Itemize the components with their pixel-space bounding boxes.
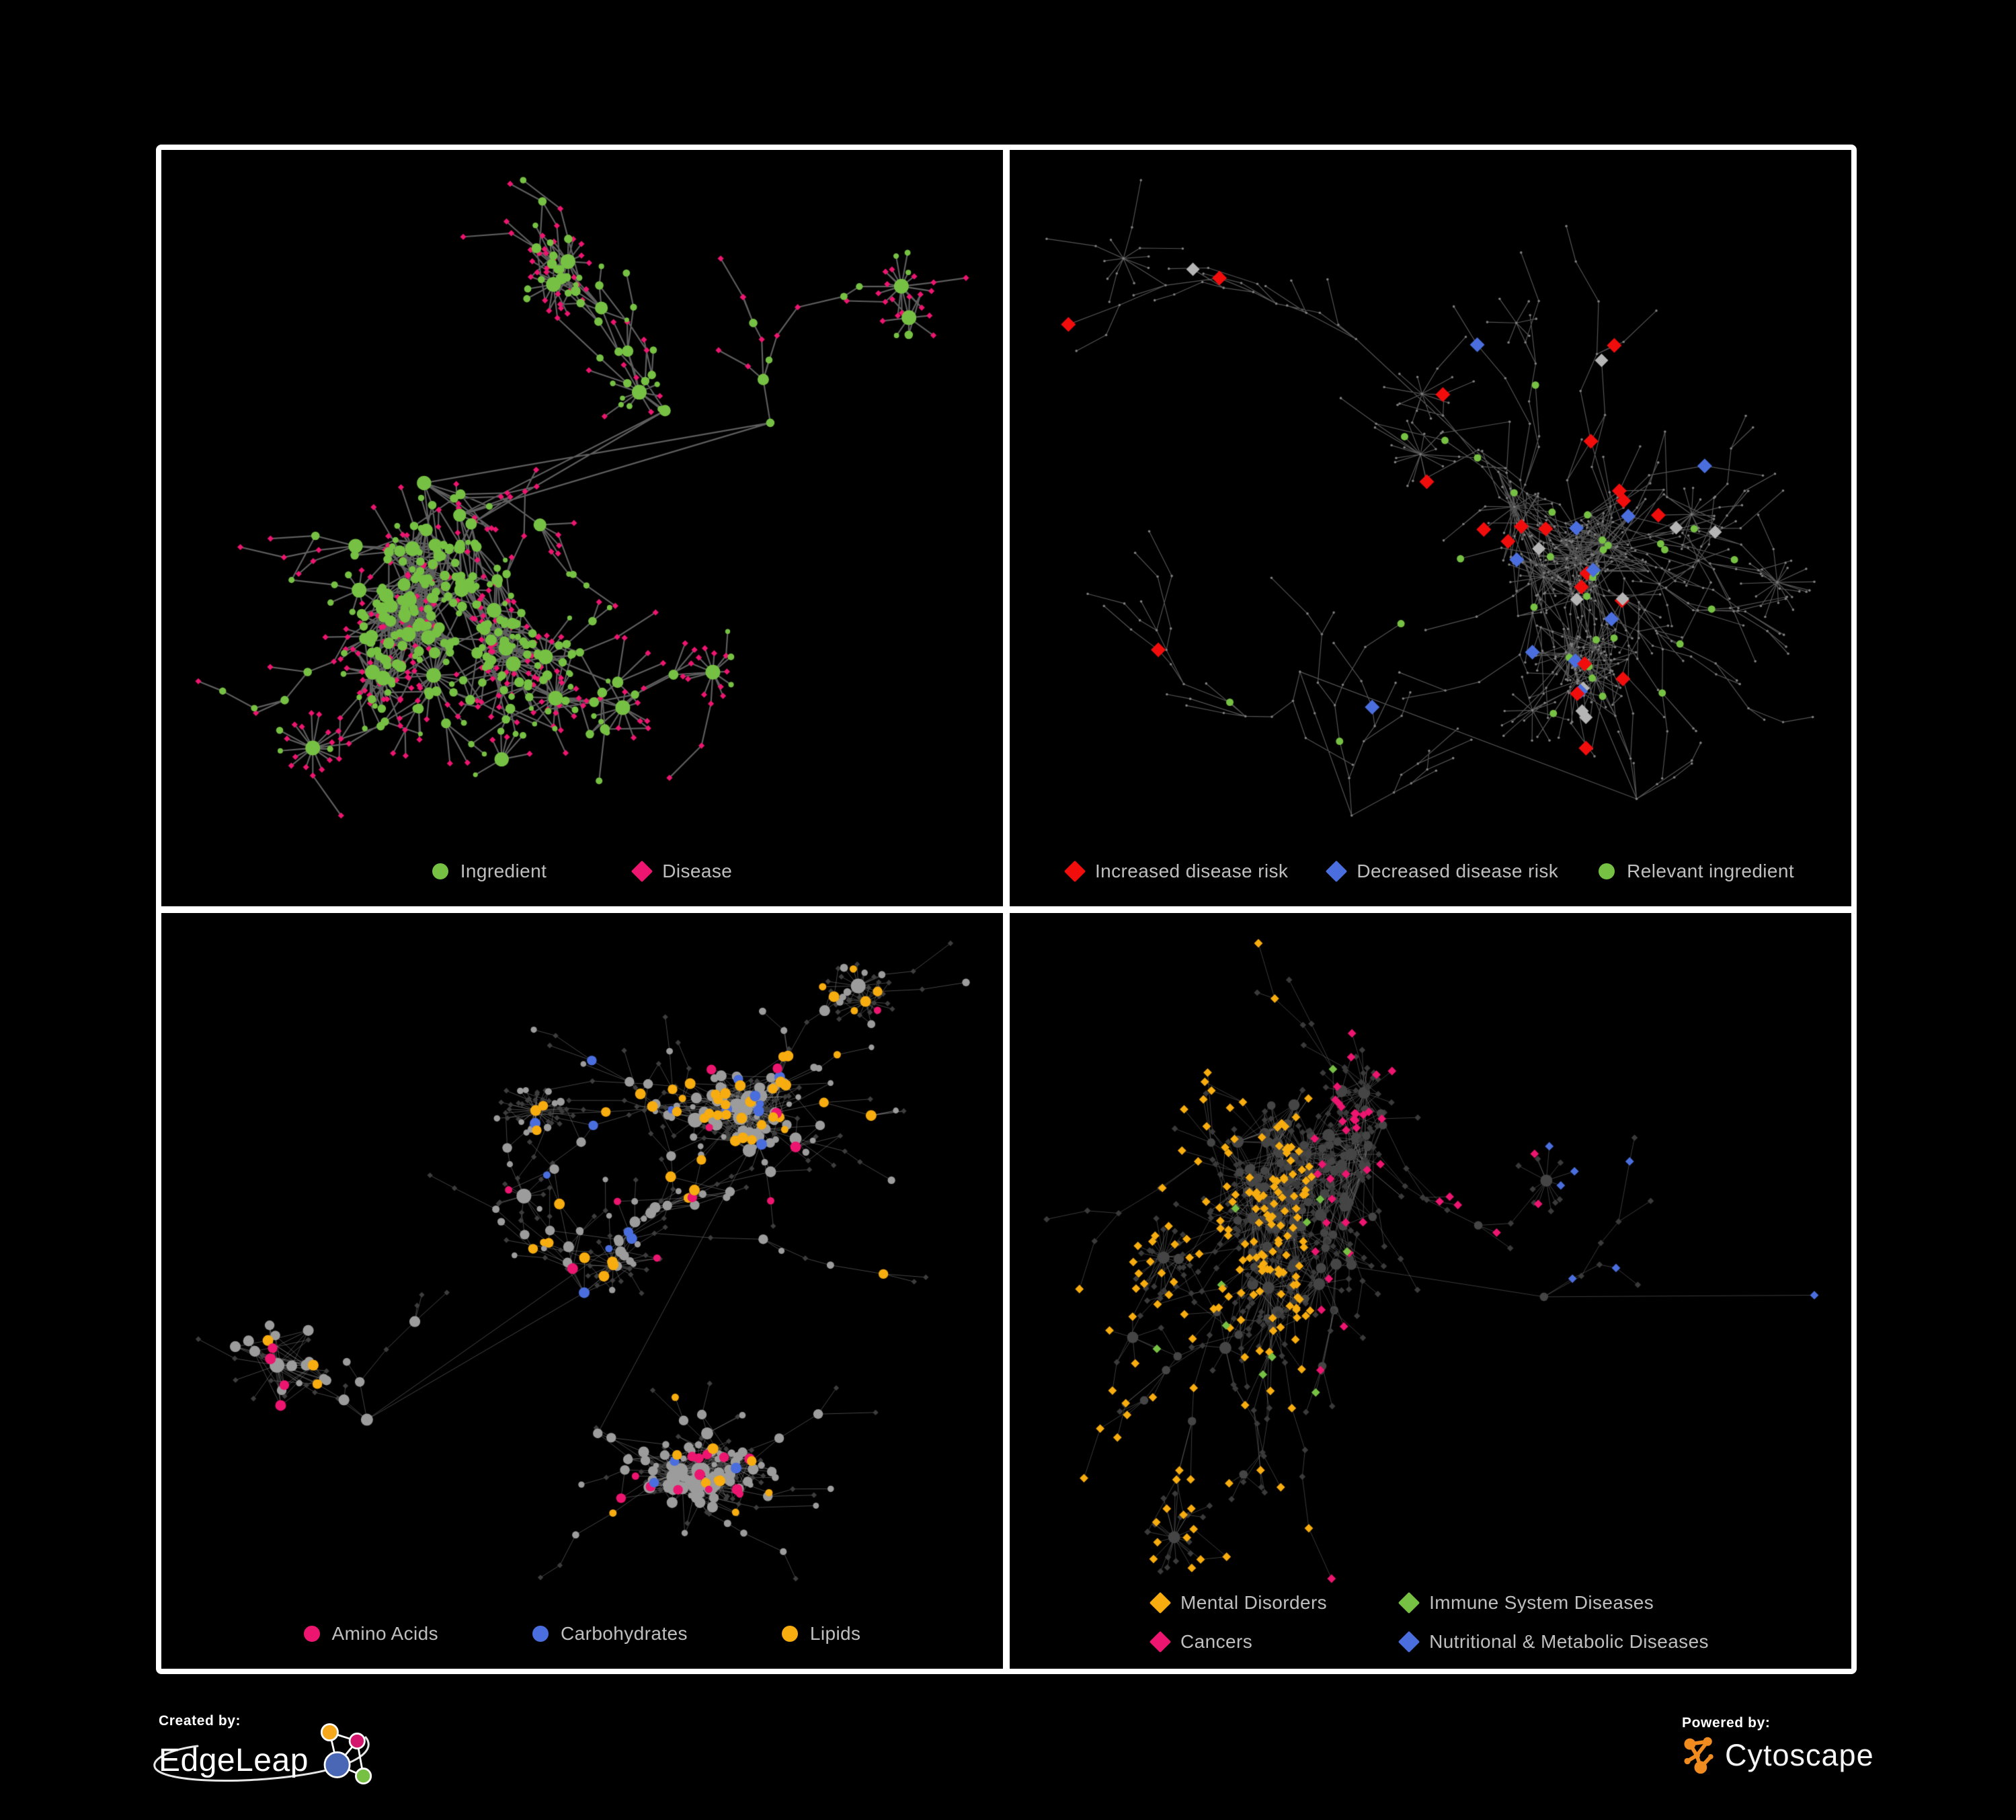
- network-graph-disease-risk: [1010, 150, 1851, 906]
- legend-item-immune-system-diseases: Immune System Diseases: [1398, 1591, 1654, 1614]
- legend-label: Ingredient: [460, 860, 547, 881]
- panel-disease-categories-network: Mental Disorders Immune System Diseases Ca…: [1010, 912, 1851, 1669]
- panel-compound-classes-network: Amino Acids Carbohydrates Lipids: [161, 912, 1003, 1669]
- edgeleap-node-blue: [323, 1751, 351, 1778]
- legend-label: Lipids: [809, 1623, 861, 1644]
- diamond-marker: [1149, 1630, 1172, 1653]
- diamond-marker: [1149, 1591, 1172, 1614]
- panel-disease-risk-network: Increased disease risk Decreased disease …: [1010, 150, 1851, 906]
- circle-marker: [303, 1626, 320, 1642]
- legend-label: Amino Acids: [331, 1623, 439, 1644]
- network-graph-compound-classes: [161, 912, 1003, 1669]
- circle-marker: [532, 1626, 549, 1642]
- vertical-divider-bottom: [1003, 912, 1010, 1669]
- edgeleap-node-green: [354, 1768, 372, 1785]
- edgeleap-logo-text: EdgeLeap: [159, 1743, 309, 1778]
- legend-item-amino-acids: Amino Acids: [303, 1623, 439, 1645]
- edgeleap-node-orange: [320, 1723, 339, 1742]
- diamond-marker: [1398, 1630, 1420, 1653]
- panel-grid-frame: Ingredient Disease Increased disease risk…: [156, 145, 1857, 1674]
- legend-item-carbohydrates: Carbohydrates: [532, 1623, 688, 1645]
- legend-label: Mental Disorders: [1180, 1592, 1328, 1613]
- legend-label: Increased disease risk: [1094, 860, 1289, 881]
- legend-label: Disease: [662, 860, 733, 881]
- horizontal-divider: [161, 906, 1851, 913]
- legend-item-mental-disorders: Mental Disorders: [1149, 1591, 1328, 1614]
- legend-item-nutritional-metabolic-diseases: Nutritional & Metabolic Diseases: [1398, 1630, 1709, 1653]
- legend-item-decreased-disease-risk: Decreased disease risk: [1326, 860, 1559, 882]
- legend-item-disease: Disease: [631, 860, 733, 882]
- legend-label: Immune System Diseases: [1429, 1592, 1654, 1613]
- network-graph-ingredient-disease: [161, 150, 1003, 906]
- legend-item-increased-disease-risk: Increased disease risk: [1063, 860, 1289, 882]
- legend-item-lipids: Lipids: [781, 1623, 861, 1645]
- diamond-marker: [1326, 860, 1348, 882]
- legend-label: Cancers: [1180, 1631, 1253, 1652]
- cytoscape-credit: Powered by:: [1682, 1715, 1964, 1776]
- network-graph-disease-categories: [1010, 912, 1851, 1669]
- circle-marker: [432, 863, 448, 879]
- created-by-label: Created by:: [159, 1713, 241, 1729]
- legend-disease-categories: Mental Disorders Immune System Diseases Ca…: [1010, 1591, 1851, 1653]
- legend-item-ingredient: Ingredient: [432, 861, 547, 882]
- circle-marker: [781, 1626, 798, 1642]
- legend-label: Relevant ingredient: [1627, 860, 1795, 881]
- edgeleap-network-icon: [320, 1723, 372, 1785]
- panel-ingredient-disease-network: Ingredient Disease: [161, 150, 1003, 906]
- circle-marker: [1599, 863, 1615, 879]
- edgeleap-credit: Created by: EdgeLeap: [153, 1713, 401, 1790]
- cytoscape-logo-text: Cytoscape: [1725, 1737, 1874, 1772]
- diamond-marker: [1398, 1591, 1420, 1614]
- legend-disease-risk: Increased disease risk Decreased disease …: [1010, 860, 1851, 882]
- diamond-marker: [1063, 860, 1086, 882]
- cytoscape-logo-icon: [1684, 1737, 1713, 1774]
- powered-by-label: Powered by:: [1682, 1715, 1771, 1731]
- legend-item-cancers: Cancers: [1149, 1630, 1253, 1653]
- legend-compound-classes: Amino Acids Carbohydrates Lipids: [161, 1623, 1003, 1645]
- vertical-divider: [1003, 150, 1010, 906]
- legend-label: Carbohydrates: [561, 1623, 688, 1644]
- edgeleap-node-pink: [348, 1733, 366, 1750]
- diamond-marker: [631, 860, 653, 882]
- legend-ingredient-disease: Ingredient Disease: [161, 860, 1003, 882]
- legend-item-relevant-ingredient: Relevant ingredient: [1599, 861, 1794, 882]
- legend-label: Decreased disease risk: [1357, 860, 1559, 881]
- legend-label: Nutritional & Metabolic Diseases: [1429, 1631, 1709, 1652]
